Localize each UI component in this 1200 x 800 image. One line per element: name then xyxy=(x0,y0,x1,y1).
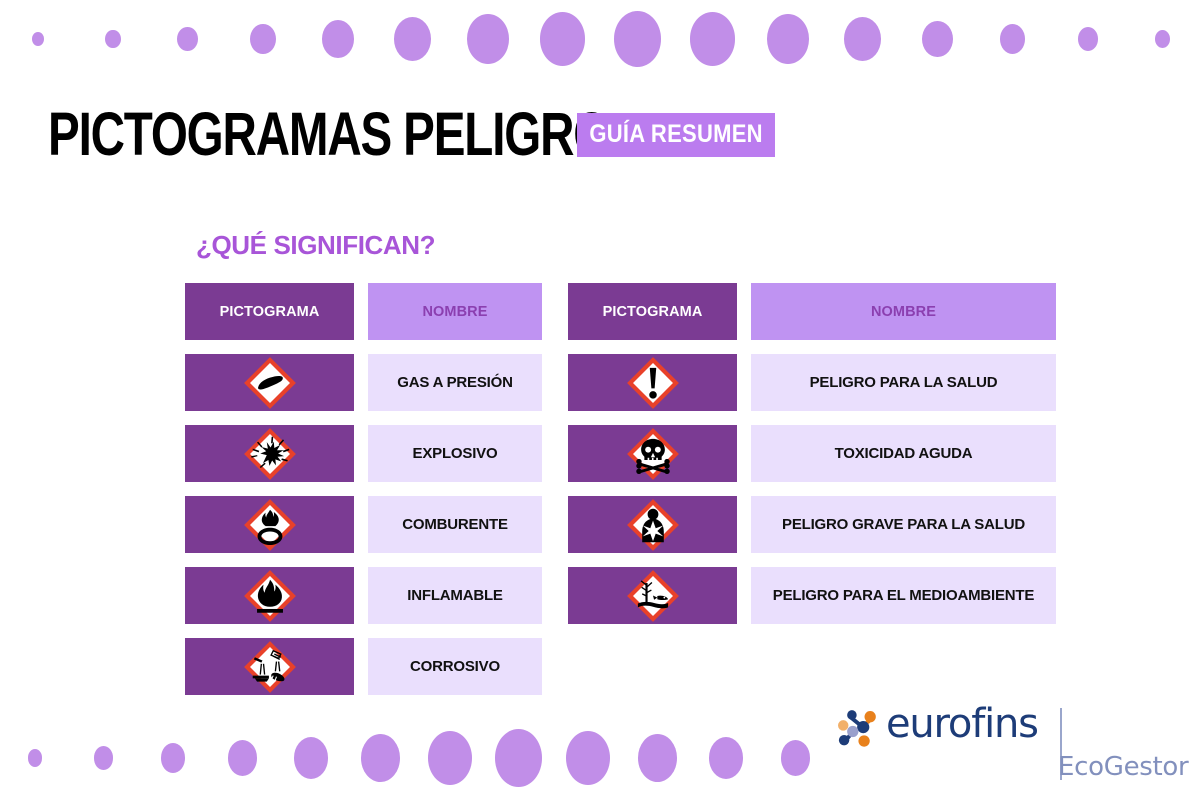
decorative-dot xyxy=(1077,27,1098,51)
table-row: EXPLOSIVO xyxy=(185,425,542,482)
pictogram-name-cell: PELIGRO PARA LA SALUD xyxy=(751,354,1056,411)
eurofins-wordmark: eurofins xyxy=(886,701,1039,747)
ecogestor-label: EcoGestor xyxy=(1058,752,1189,782)
table-row: PELIGRO PARA LA SALUD xyxy=(568,354,1056,411)
decorative-dot xyxy=(780,740,810,776)
decorative-dot xyxy=(690,12,735,66)
table-header-row-right: PICTOGRAMA NOMBRE xyxy=(568,283,1056,340)
logo-divider xyxy=(1059,708,1062,780)
table-row xyxy=(568,638,1056,695)
pictogram-name-cell: COMBURENTE xyxy=(368,496,542,553)
ghs-flame-over-circle-icon xyxy=(185,496,354,553)
decorative-dot xyxy=(1155,30,1170,48)
decorative-dot xyxy=(94,746,114,770)
pictogram-name-cell: PELIGRO PARA EL MEDIOAMBIENTE xyxy=(751,567,1056,624)
pictogram-name-cell: TOXICIDAD AGUDA xyxy=(751,425,1056,482)
column-header-pictograma: PICTOGRAMA xyxy=(185,283,354,340)
pictogram-name-cell: EXPLOSIVO xyxy=(368,425,542,482)
decorative-dot xyxy=(766,14,809,64)
decorative-dot xyxy=(177,26,198,52)
decorative-dot xyxy=(844,17,881,61)
decorative-dot xyxy=(249,23,276,55)
decorative-dot xyxy=(614,11,661,67)
pictogram-table: PICTOGRAMA NOMBRE GAS A PRESIÓN EXPLOSIVO… xyxy=(185,283,1056,695)
decorative-dot xyxy=(360,734,400,782)
pictogram-name-cell: PELIGRO GRAVE PARA LA SALUD xyxy=(751,496,1056,553)
ghs-environment-icon xyxy=(568,567,737,624)
decorative-dot xyxy=(394,17,431,61)
ghs-corrosion-icon xyxy=(185,638,354,695)
decorative-dot xyxy=(294,737,329,779)
decorative-dot xyxy=(495,729,543,787)
column-header-pictograma: PICTOGRAMA xyxy=(568,283,737,340)
decorative-dot xyxy=(160,743,185,773)
column-header-nombre: NOMBRE xyxy=(751,283,1056,340)
eurofins-dot-cluster-icon xyxy=(838,710,876,747)
decorative-dots-top xyxy=(0,0,1200,70)
table-row: COMBURENTE xyxy=(185,496,542,553)
decorative-dots-bottom xyxy=(0,728,1200,798)
table-row: PELIGRO PARA EL MEDIOAMBIENTE xyxy=(568,567,1056,624)
decorative-dot xyxy=(466,14,509,64)
decorative-dot xyxy=(104,29,121,49)
decorative-dot xyxy=(1000,24,1025,54)
table-header-row-left: PICTOGRAMA NOMBRE xyxy=(185,283,542,340)
section-subtitle: ¿QUÉ SIGNIFICAN? xyxy=(196,230,436,260)
decorative-dot xyxy=(321,20,354,58)
table-row: INFLAMABLE xyxy=(185,567,542,624)
table-row: PELIGRO GRAVE PARA LA SALUD xyxy=(568,496,1056,553)
table-column-pair-right: PICTOGRAMA NOMBRE PELIGRO PARA LA SALUD T… xyxy=(568,283,1056,695)
table-row: TOXICIDAD AGUDA xyxy=(568,425,1056,482)
pictogram-name-cell: GAS A PRESIÓN xyxy=(368,354,542,411)
guia-resumen-badge: GUÍA RESUMEN xyxy=(577,112,776,157)
pictogram-name-cell: INFLAMABLE xyxy=(368,567,542,624)
column-header-nombre: NOMBRE xyxy=(368,283,542,340)
decorative-dot xyxy=(27,749,42,767)
table-row: CORROSIVO xyxy=(185,638,542,695)
table-row: GAS A PRESIÓN xyxy=(185,354,542,411)
ghs-health-hazard-icon xyxy=(568,496,737,553)
decorative-dot xyxy=(540,12,585,66)
decorative-dot xyxy=(227,740,257,776)
eurofins-logo: eurofins xyxy=(836,701,1062,780)
pictogram-name-cell: CORROSIVO xyxy=(368,638,542,695)
decorative-dot xyxy=(565,731,610,785)
decorative-dot xyxy=(922,20,953,58)
ghs-skull-crossbones-icon xyxy=(568,425,737,482)
ghs-exclamation-mark-icon xyxy=(568,354,737,411)
title-row: PICTOGRAMAS PELIGRO GUÍA RESUMEN xyxy=(48,104,803,165)
ghs-exploding-bomb-icon xyxy=(185,425,354,482)
table-column-pair-left: PICTOGRAMA NOMBRE GAS A PRESIÓN EXPLOSIVO… xyxy=(185,283,542,695)
ghs-flame-icon xyxy=(185,567,354,624)
decorative-dot xyxy=(637,734,677,782)
decorative-dot xyxy=(427,731,472,785)
decorative-dot xyxy=(31,31,44,47)
decorative-dot xyxy=(709,737,744,779)
page-title: PICTOGRAMAS PELIGRO xyxy=(48,100,610,168)
ghs-gas-cylinder-icon xyxy=(185,354,354,411)
